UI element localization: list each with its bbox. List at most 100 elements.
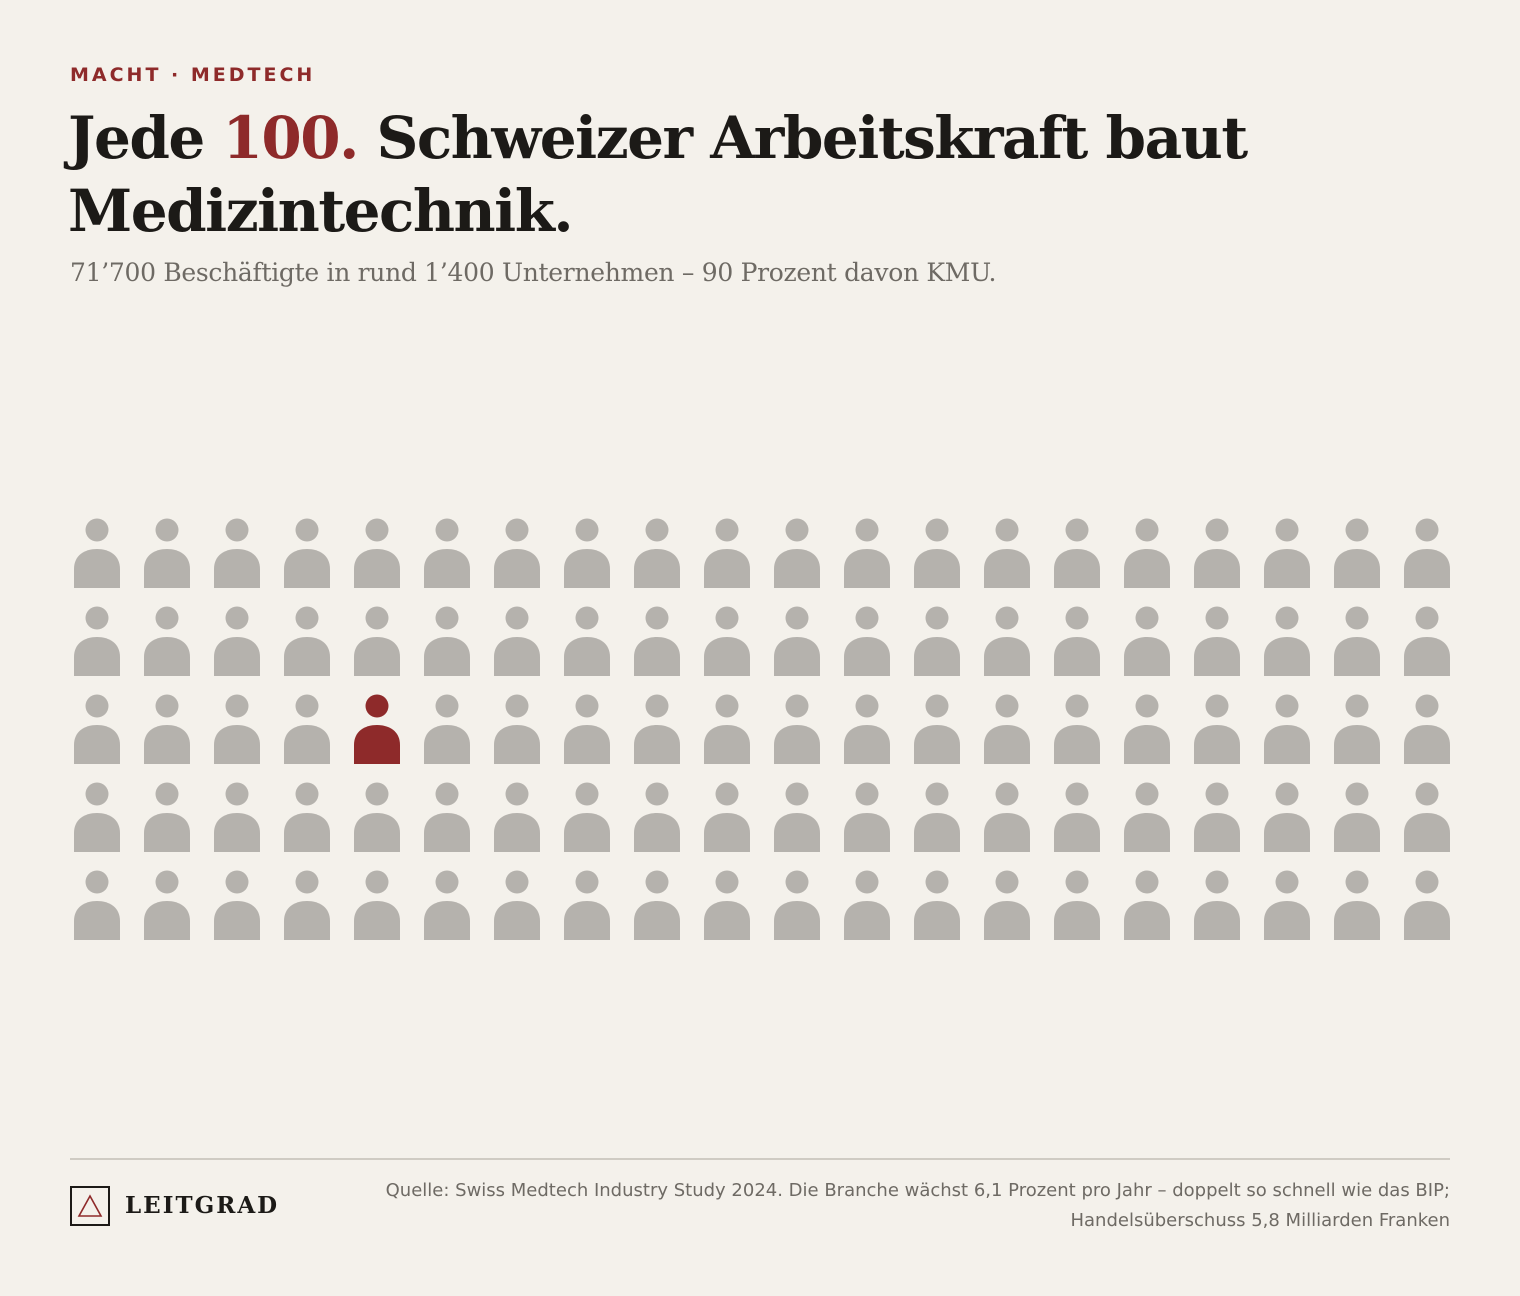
person-head bbox=[925, 606, 949, 630]
person-body bbox=[1334, 901, 1380, 940]
person-body bbox=[214, 901, 260, 940]
person-head bbox=[435, 782, 459, 806]
person-body bbox=[144, 813, 190, 852]
person-icon bbox=[564, 606, 610, 676]
person-head bbox=[575, 782, 599, 806]
person-body bbox=[844, 637, 890, 676]
person-icon bbox=[424, 518, 470, 588]
person-body bbox=[774, 901, 820, 940]
person-icon bbox=[74, 870, 120, 940]
person-head bbox=[1345, 870, 1369, 894]
person-icon bbox=[774, 870, 820, 940]
person-body bbox=[704, 901, 750, 940]
logo-text: LEITGRAD bbox=[125, 1192, 280, 1219]
person-body bbox=[1124, 725, 1170, 764]
person-icon bbox=[214, 694, 260, 764]
person-body bbox=[634, 725, 680, 764]
person-icon bbox=[704, 694, 750, 764]
person-head bbox=[435, 606, 459, 630]
person-head bbox=[855, 782, 879, 806]
person-icon bbox=[564, 870, 610, 940]
pictogram-chart bbox=[74, 518, 1450, 940]
source-note: Quelle: Swiss Medtech Industry Study 202… bbox=[385, 1180, 1450, 1231]
person-icon bbox=[914, 606, 960, 676]
person-icon bbox=[564, 518, 610, 588]
person-icon bbox=[74, 694, 120, 764]
person-body bbox=[284, 637, 330, 676]
person-icon bbox=[144, 606, 190, 676]
person-icon bbox=[284, 606, 330, 676]
person-head bbox=[1345, 518, 1369, 542]
person-head bbox=[645, 606, 669, 630]
person-body bbox=[74, 813, 120, 852]
person-icon bbox=[914, 518, 960, 588]
person-head bbox=[995, 870, 1019, 894]
person-head bbox=[1275, 606, 1299, 630]
headline-part-2: Schweizer Arbeitskraft baut Medizintechn… bbox=[68, 104, 1248, 245]
person-body bbox=[774, 549, 820, 588]
person-icon bbox=[1404, 606, 1450, 676]
person-icon bbox=[284, 518, 330, 588]
person-icon bbox=[284, 694, 330, 764]
person-icon bbox=[214, 870, 260, 940]
person-body bbox=[1264, 813, 1310, 852]
person-icon bbox=[564, 694, 610, 764]
person-body bbox=[1404, 549, 1450, 588]
person-head bbox=[715, 694, 739, 718]
person-head bbox=[1275, 782, 1299, 806]
person-head bbox=[1345, 782, 1369, 806]
person-icon bbox=[634, 782, 680, 852]
person-body bbox=[914, 901, 960, 940]
person-icon bbox=[844, 870, 890, 940]
person-body bbox=[984, 637, 1030, 676]
person-head bbox=[295, 606, 319, 630]
person-body bbox=[914, 725, 960, 764]
person-icon bbox=[494, 518, 540, 588]
person-head bbox=[855, 694, 879, 718]
person-icon bbox=[1054, 694, 1100, 764]
person-icon bbox=[424, 694, 470, 764]
person-body bbox=[564, 901, 610, 940]
person-icon bbox=[634, 518, 680, 588]
person-body bbox=[1334, 637, 1380, 676]
person-body bbox=[494, 901, 540, 940]
person-head bbox=[225, 694, 249, 718]
person-icon bbox=[704, 606, 750, 676]
person-icon bbox=[634, 870, 680, 940]
person-body bbox=[1334, 813, 1380, 852]
person-body bbox=[424, 813, 470, 852]
person-icon bbox=[774, 606, 820, 676]
person-body bbox=[1194, 549, 1240, 588]
person-head bbox=[1415, 870, 1439, 894]
person-head bbox=[1135, 606, 1159, 630]
person-icon bbox=[1124, 518, 1170, 588]
person-head bbox=[155, 606, 179, 630]
person-body bbox=[1264, 549, 1310, 588]
person-icon bbox=[914, 694, 960, 764]
person-icon bbox=[844, 606, 890, 676]
person-body bbox=[354, 637, 400, 676]
person-body bbox=[494, 813, 540, 852]
person-head bbox=[365, 606, 389, 630]
person-head bbox=[1345, 694, 1369, 718]
person-body bbox=[704, 549, 750, 588]
person-icon bbox=[1404, 782, 1450, 852]
person-head bbox=[1065, 694, 1089, 718]
person-icon bbox=[1404, 694, 1450, 764]
person-head bbox=[435, 694, 459, 718]
person-icon bbox=[74, 518, 120, 588]
person-head bbox=[715, 606, 739, 630]
person-icon bbox=[1264, 870, 1310, 940]
person-head bbox=[785, 694, 809, 718]
person-body bbox=[1054, 725, 1100, 764]
person-head bbox=[715, 782, 739, 806]
person-body bbox=[144, 901, 190, 940]
person-body bbox=[1404, 637, 1450, 676]
person-head bbox=[995, 694, 1019, 718]
person-icon bbox=[424, 782, 470, 852]
person-body bbox=[354, 549, 400, 588]
person-head bbox=[575, 518, 599, 542]
person-icon bbox=[984, 782, 1030, 852]
person-icon bbox=[1054, 782, 1100, 852]
person-body bbox=[914, 549, 960, 588]
